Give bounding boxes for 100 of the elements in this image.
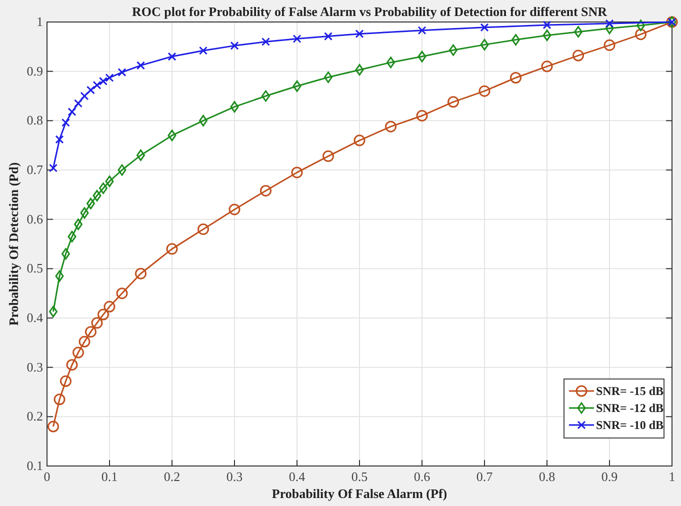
point bbox=[62, 118, 70, 127]
point bbox=[480, 23, 489, 32]
x-tick-label: 0.9 bbox=[601, 469, 618, 484]
point bbox=[604, 39, 616, 51]
point bbox=[55, 270, 64, 282]
point bbox=[80, 92, 89, 100]
point bbox=[512, 34, 520, 46]
x-tick-label: 0.5 bbox=[351, 469, 368, 484]
point bbox=[86, 198, 95, 210]
point bbox=[478, 85, 490, 97]
point bbox=[74, 99, 82, 108]
point bbox=[386, 56, 395, 68]
point bbox=[92, 190, 102, 202]
x-tick-label: 1 bbox=[668, 469, 676, 484]
point bbox=[104, 300, 116, 312]
point bbox=[355, 64, 364, 76]
point bbox=[292, 80, 302, 92]
point bbox=[228, 204, 240, 216]
point bbox=[49, 306, 58, 318]
point bbox=[136, 61, 145, 70]
point bbox=[80, 207, 89, 219]
y-tick-label: 1 bbox=[36, 14, 43, 29]
point bbox=[355, 30, 364, 38]
point bbox=[574, 26, 582, 38]
point bbox=[92, 80, 102, 90]
point bbox=[66, 359, 78, 371]
point bbox=[510, 72, 522, 84]
point bbox=[199, 46, 208, 55]
point bbox=[322, 150, 334, 162]
x-tick-label: 0.7 bbox=[476, 469, 494, 484]
point bbox=[449, 44, 458, 56]
y-tick-label: 0.7 bbox=[26, 162, 44, 177]
point bbox=[324, 32, 332, 41]
point bbox=[385, 120, 396, 132]
point bbox=[49, 164, 58, 172]
point bbox=[199, 114, 208, 126]
point bbox=[60, 375, 72, 387]
x-tick-label: 0.3 bbox=[226, 469, 243, 484]
point bbox=[91, 317, 103, 329]
point bbox=[416, 110, 428, 122]
point bbox=[418, 26, 426, 35]
y-tick-label: 0.2 bbox=[26, 408, 43, 424]
point bbox=[99, 182, 108, 194]
point bbox=[168, 52, 176, 61]
y-axis-title: Probability Of Detection (Pd) bbox=[6, 162, 21, 326]
point bbox=[68, 108, 76, 116]
point bbox=[635, 28, 646, 40]
point bbox=[168, 130, 176, 142]
point bbox=[48, 420, 59, 432]
point bbox=[448, 96, 459, 108]
y-tick-label: 0.5 bbox=[26, 260, 43, 276]
y-tick-label: 0.8 bbox=[26, 112, 43, 128]
point bbox=[572, 50, 584, 62]
point bbox=[542, 20, 552, 30]
x-tick-label: 0 bbox=[44, 469, 50, 484]
point bbox=[54, 394, 66, 406]
point bbox=[480, 38, 489, 50]
point bbox=[74, 218, 82, 230]
point bbox=[198, 223, 209, 235]
point bbox=[260, 184, 272, 196]
point bbox=[105, 73, 114, 82]
y-tick-label: 0.4 bbox=[26, 310, 44, 325]
x-tick-label: 0.2 bbox=[164, 469, 180, 484]
point bbox=[166, 243, 178, 255]
point bbox=[98, 308, 109, 320]
x-tick-label: 0.6 bbox=[414, 469, 431, 484]
legend-label: SNR= -10 dB bbox=[596, 418, 664, 432]
point bbox=[85, 326, 96, 338]
point bbox=[541, 60, 553, 72]
point bbox=[542, 30, 552, 42]
point bbox=[262, 90, 270, 102]
point bbox=[136, 149, 145, 161]
y-tick-label: 0.1 bbox=[26, 458, 43, 473]
point bbox=[86, 86, 95, 94]
point bbox=[99, 76, 108, 86]
point bbox=[55, 135, 64, 144]
point bbox=[105, 176, 114, 188]
point bbox=[230, 101, 239, 113]
point bbox=[135, 268, 146, 280]
x-tick-label: 0.1 bbox=[101, 469, 118, 484]
legend-label: SNR= -15 dB bbox=[596, 384, 664, 398]
point bbox=[78, 336, 90, 348]
point bbox=[262, 37, 270, 46]
point bbox=[291, 166, 303, 178]
point bbox=[62, 248, 70, 260]
point bbox=[68, 230, 76, 242]
point bbox=[292, 34, 302, 44]
point bbox=[118, 164, 126, 176]
point bbox=[636, 20, 645, 32]
point bbox=[116, 288, 128, 300]
chart-title: ROC plot for Probability of False Alarm vs Probability of Detection for different SNR bbox=[132, 4, 608, 19]
legend-label: SNR= -12 dB bbox=[596, 401, 664, 415]
point bbox=[324, 72, 332, 84]
point bbox=[72, 346, 84, 358]
x-tick-label: 0.4 bbox=[288, 469, 306, 484]
point bbox=[605, 19, 614, 28]
y-tick-label: 0.3 bbox=[26, 359, 43, 374]
point bbox=[118, 68, 126, 77]
y-tick-label: 0.6 bbox=[26, 211, 44, 226]
point bbox=[354, 134, 366, 146]
